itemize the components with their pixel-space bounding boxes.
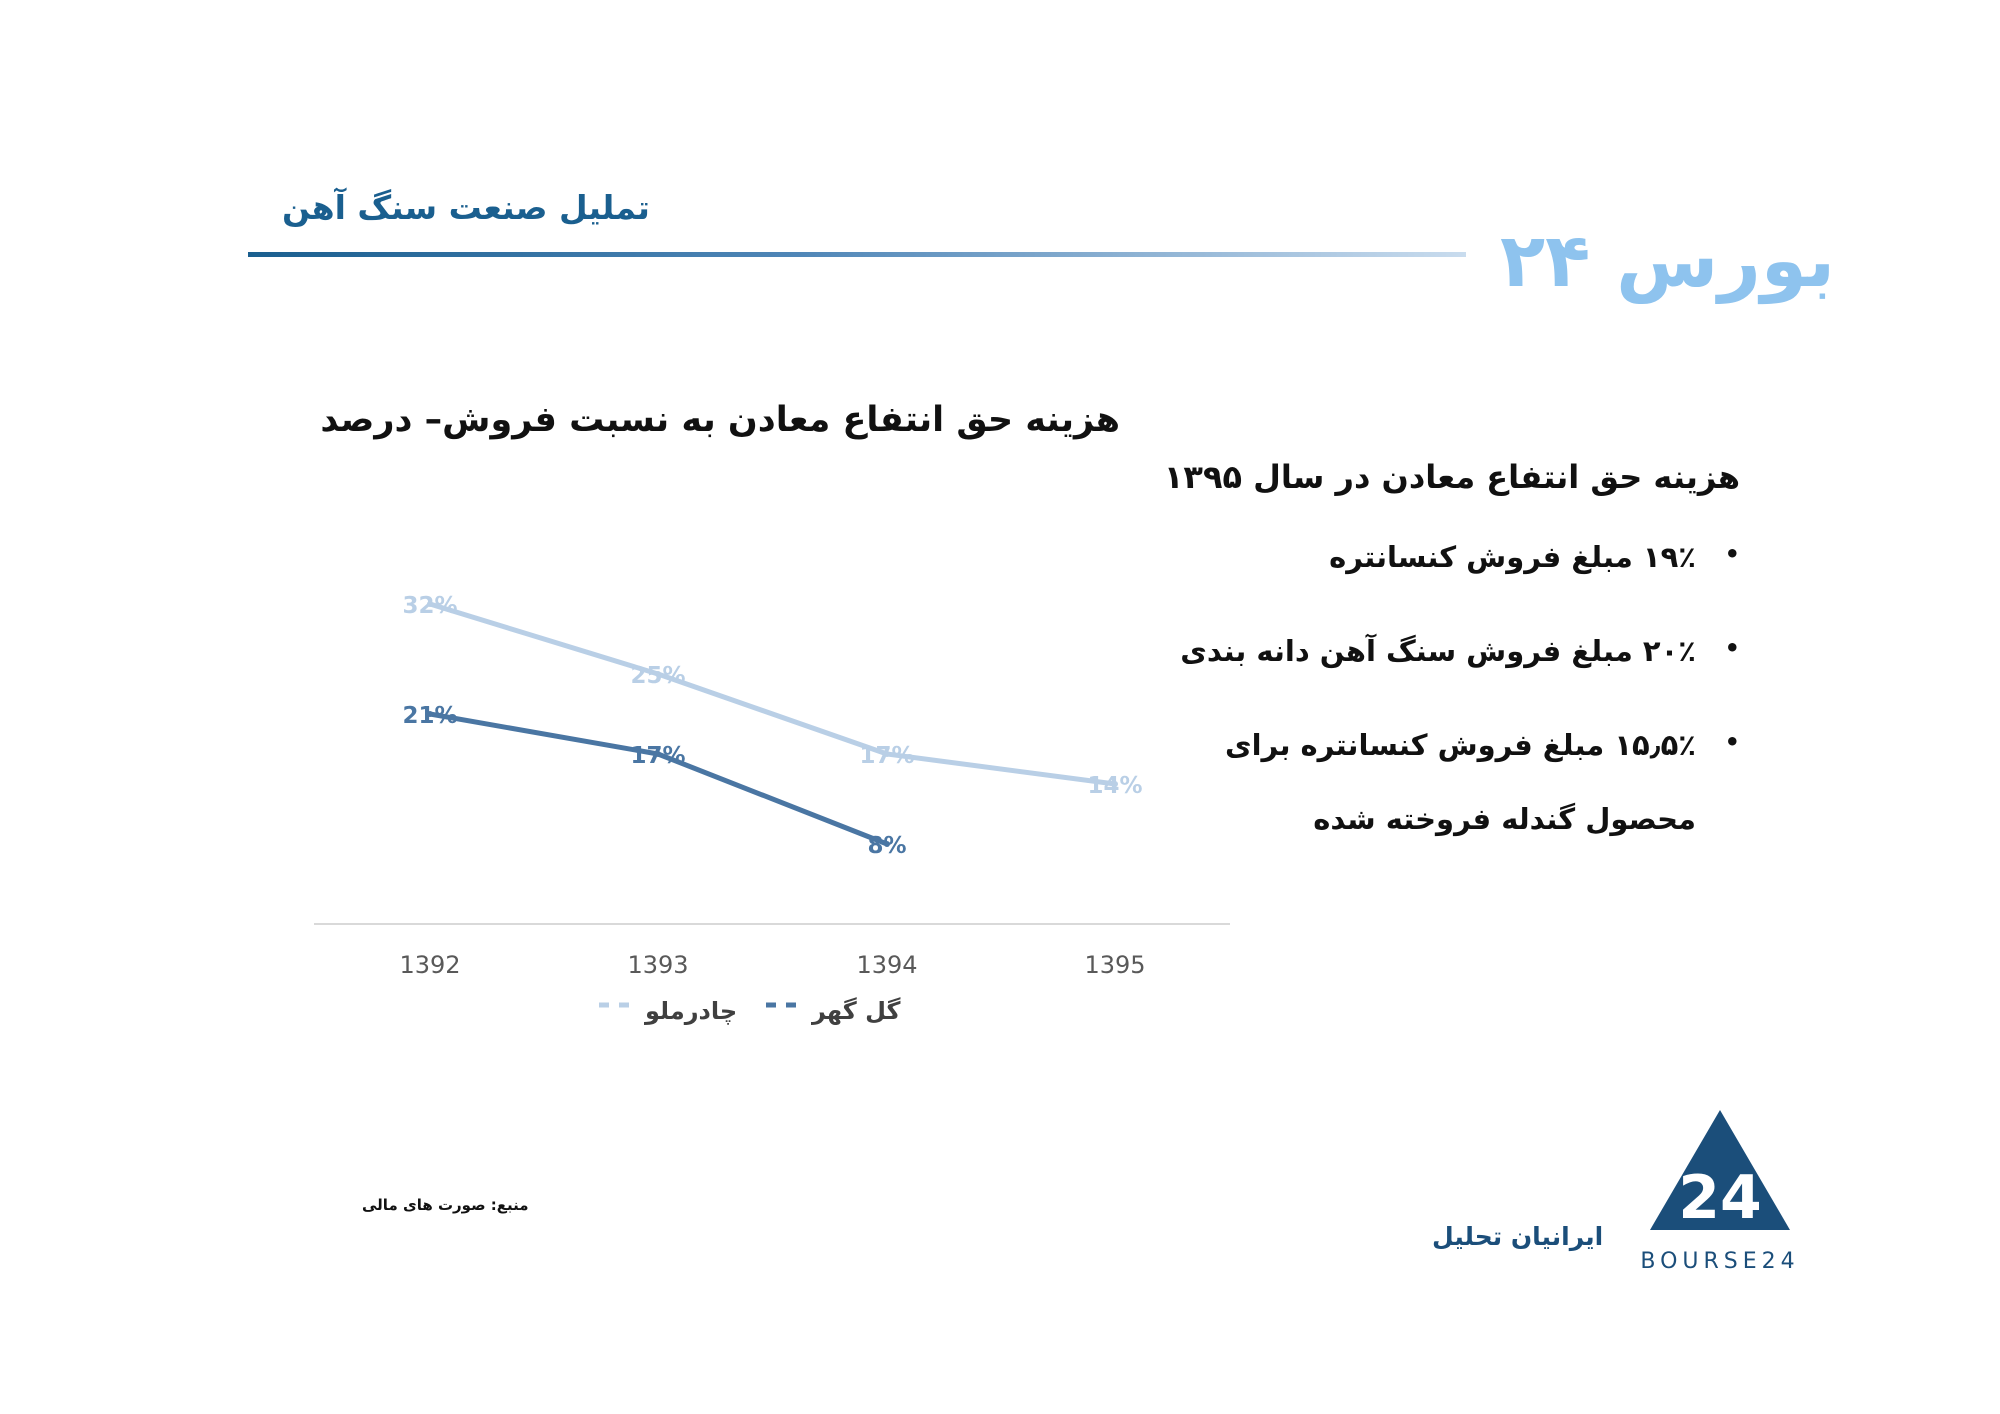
bullet-item: • ۱۵٫۵٪ مبلغ فروش کنسانتره برای	[1180, 728, 1740, 762]
page-title: تملیل صنعت سنگ آهن	[282, 188, 651, 227]
x-tick-label: 1395	[1084, 951, 1145, 979]
header-divider	[248, 252, 1466, 257]
data-point	[427, 711, 433, 717]
bullet-icon: •	[1724, 634, 1740, 662]
bullet-icon: •	[1724, 728, 1740, 756]
data-point	[655, 751, 661, 757]
company-name: ایرانیان تحلیل	[1432, 1222, 1604, 1251]
data-label: 32%	[402, 593, 457, 619]
panel-heading: هزینه حق انتفاع معادن در سال ۱۳۹۵	[1163, 458, 1740, 496]
bullet-icon: •	[1724, 540, 1740, 568]
data-point	[884, 841, 890, 847]
series-line	[427, 601, 1118, 787]
series-line	[427, 711, 890, 847]
bullet-text: ۱۹٪ مبلغ فروش کنسانتره	[1329, 540, 1696, 574]
bullet-text: ۱۵٫۵٪ مبلغ فروش کنسانتره برای	[1225, 728, 1696, 762]
data-label: 25%	[630, 663, 685, 689]
data-label: 17%	[630, 743, 685, 769]
data-label: 21%	[402, 703, 457, 729]
bullet-item: • ۱۹٪ مبلغ فروش کنسانتره	[1180, 540, 1740, 574]
legend-label: چادرملو	[644, 997, 737, 1025]
company-logo: 24 BOURSE24	[1640, 1110, 1799, 1274]
data-point	[655, 671, 661, 677]
line-chart: 1392 1393 1394 1395 32% 25% 17% 14% 21% 17% 8% چادر…	[314, 593, 1230, 1025]
data-point	[1112, 781, 1118, 787]
x-tick-label: 1394	[856, 951, 917, 979]
logo-triangle-icon	[1650, 1110, 1790, 1230]
data-point	[427, 601, 433, 607]
x-tick-label: 1392	[399, 951, 460, 979]
data-point	[884, 751, 890, 757]
bullet-continuation: محصول گندله فروخته شده	[1313, 802, 1696, 836]
data-label: 17%	[859, 743, 914, 769]
data-label: 8%	[867, 833, 906, 859]
logo-mark: 24	[1678, 1163, 1762, 1233]
bullet-item: • ۲۰٪ مبلغ فروش سنگ آهن دانه بندی	[1180, 634, 1740, 668]
source-note: منبع: صورت های مالی	[362, 1196, 529, 1214]
chart-title: هزینه حق انتفاع معادن به نسبت فروش– درصد	[320, 400, 1120, 440]
x-tick-label: 1393	[627, 951, 688, 979]
bullet-text: ۲۰٪ مبلغ فروش سنگ آهن دانه بندی	[1180, 634, 1696, 668]
legend-label: گل گهر	[811, 997, 901, 1025]
data-label: 14%	[1087, 773, 1142, 799]
brand-logo: بورس ۲۴	[1500, 218, 1835, 304]
info-panel: هزینه حق انتفاع معادن در سال ۱۳۹۵ • ۱۹٪ …	[1163, 458, 1740, 836]
logo-text: BOURSE24	[1640, 1249, 1799, 1274]
